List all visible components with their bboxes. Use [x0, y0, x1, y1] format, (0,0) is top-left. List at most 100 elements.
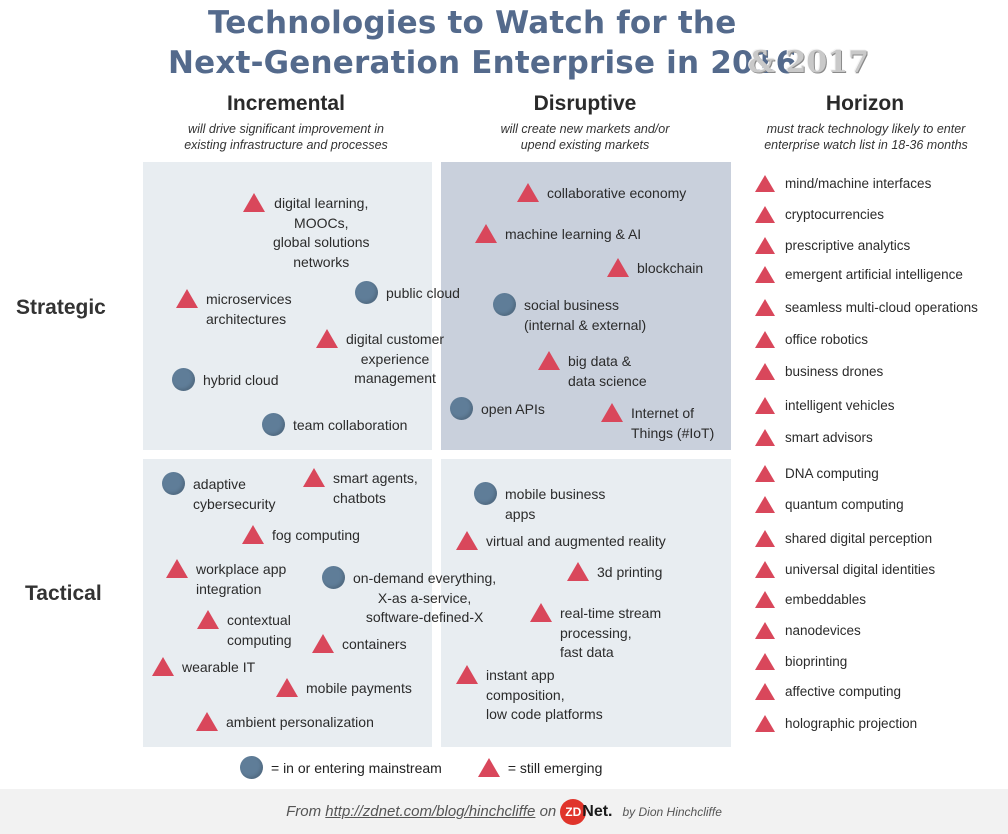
horizon-item: mind/machine interfaces: [755, 175, 931, 192]
page-title-line-1: Technologies to Watch for the: [208, 5, 737, 41]
tech-label: big data & data science: [568, 352, 647, 391]
tech-label-line: virtual and augmented reality: [486, 533, 666, 549]
tech-label: 3d printing: [597, 563, 662, 583]
emerging-triangle-icon: [316, 329, 338, 348]
emerging-triangle-icon: [196, 712, 218, 731]
tech-label-line: ambient personalization: [226, 714, 374, 730]
tech-label: public cloud: [386, 284, 460, 304]
footer-on: on: [539, 803, 557, 820]
source-link[interactable]: http://zdnet.com/blog/hinchcliffe: [325, 803, 536, 820]
emerging-triangle-icon: [755, 683, 775, 700]
emerging-triangle-icon: [755, 397, 775, 414]
emerging-triangle-icon: [242, 525, 264, 544]
tech-label-line: blockchain: [637, 260, 704, 276]
horizon-item: business drones: [755, 363, 883, 380]
tech-label: smart agents, chatbots: [333, 469, 418, 508]
tech-label-line: wearable IT: [182, 659, 256, 675]
tech-label-line: digital customer: [346, 331, 445, 347]
tech-label-line: global solutions: [273, 234, 370, 250]
tech-item: mobile payments: [276, 678, 412, 699]
mainstream-circle-icon: [474, 482, 497, 505]
column-subtitle-line: will create new markets and/or: [500, 122, 670, 136]
tech-label: machine learning & AI: [505, 225, 641, 245]
tech-item: machine learning & AI: [475, 224, 641, 245]
mainstream-circle-icon: [355, 281, 378, 304]
horizon-item: holographic projection: [755, 715, 917, 732]
panel-tactical-disruptive: [441, 459, 731, 747]
tech-label-line: experience: [360, 350, 430, 367]
tech-label: mobile payments: [306, 679, 412, 699]
horizon-label: embeddables: [785, 592, 867, 607]
horizon-label: nanodevices: [785, 623, 861, 638]
title-suffix: & 2017: [748, 45, 870, 80]
emerging-triangle-icon: [276, 678, 298, 697]
tech-item: blockchain: [607, 258, 704, 279]
footer: From http://zdnet.com/blog/hinchcliffe o…: [0, 789, 1008, 834]
horizon-label: mind/machine interfaces: [785, 176, 932, 191]
tech-item: digital learning, MOOCs, global solution…: [243, 193, 370, 272]
emerging-triangle-icon: [197, 610, 219, 629]
tech-label-line: (internal & external): [524, 316, 647, 333]
tech-label-line: instant app: [486, 667, 555, 683]
column-title-disruptive: Disruptive: [533, 92, 637, 115]
tech-label: microservices architectures: [206, 290, 292, 329]
horizon-item: affective computing: [755, 683, 901, 700]
column-title-incremental: Incremental: [227, 92, 345, 115]
tech-label-line: networks: [293, 253, 350, 270]
tech-label: wearable IT: [182, 658, 255, 678]
tech-item: social business (internal & external): [493, 293, 646, 335]
emerging-triangle-icon: [176, 289, 198, 308]
tech-label: collaborative economy: [547, 184, 686, 204]
tech-label-line: open APIs: [481, 401, 545, 417]
footer-from: From: [286, 803, 322, 820]
emerging-triangle-icon: [755, 237, 775, 254]
tech-label: contextual computing: [227, 611, 292, 650]
horizon-label: DNA computing: [785, 466, 879, 481]
horizon-item: shared digital perception: [755, 530, 932, 547]
tech-label: social business (internal & external): [524, 296, 646, 335]
tech-label-line: digital learning,: [274, 195, 369, 211]
zdnet-logo: ZDNet.: [560, 798, 613, 825]
emerging-triangle-icon: [755, 429, 775, 446]
column-subtitle-horizon: must track technology likely to enter en…: [730, 121, 1002, 153]
tech-label-line: smart agents,: [333, 470, 418, 486]
tech-label-line: big data &: [568, 353, 632, 369]
emerging-triangle-icon: [755, 266, 775, 283]
mainstream-circle-icon: [172, 368, 195, 391]
horizon-item: emergent artificial intelligence: [755, 266, 963, 283]
tech-label-line: real-time stream: [560, 605, 662, 621]
tech-label: fog computing: [272, 526, 360, 546]
tech-item: wearable IT: [152, 657, 255, 678]
tech-label-line: microservices: [206, 291, 292, 307]
tech-item: ambient personalization: [196, 712, 374, 733]
emerging-triangle-icon: [456, 531, 478, 550]
horizon-item: office robotics: [755, 331, 868, 348]
emerging-triangle-icon: [475, 224, 497, 243]
tech-label-line: data science: [568, 372, 647, 389]
zdnet-logo-mark: ZD: [560, 798, 587, 825]
tech-item: open APIs: [450, 397, 545, 420]
horizon-item: smart advisors: [755, 429, 873, 446]
horizon-item: quantum computing: [755, 496, 904, 513]
tech-label-line: containers: [342, 636, 407, 652]
emerging-triangle-icon: [755, 363, 775, 380]
row-title-tactical: Tactical: [25, 582, 102, 605]
emerging-triangle-icon: [755, 561, 775, 578]
mainstream-circle-icon: [493, 293, 516, 316]
emerging-triangle-icon: [607, 258, 629, 277]
tech-label-line: low code platforms: [486, 706, 603, 722]
tech-item: collaborative economy: [517, 183, 686, 204]
emerging-triangle-icon: [755, 622, 775, 639]
tech-item: on-demand everything, X-as a-service, so…: [322, 566, 496, 628]
emerging-triangle-icon: [517, 183, 539, 202]
horizon-label: shared digital perception: [785, 531, 933, 546]
tech-label-line: public cloud: [386, 285, 460, 301]
tech-label-line: mobile payments: [306, 680, 412, 696]
tech-label-line: fog computing: [272, 527, 360, 543]
horizon-label: bioprinting: [785, 654, 848, 669]
tech-item: team collaboration: [262, 413, 407, 436]
tech-label-line: Internet of: [631, 405, 695, 421]
emerging-triangle-icon: [530, 603, 552, 622]
emerging-triangle-icon: [567, 562, 589, 581]
horizon-label: prescriptive analytics: [785, 238, 911, 253]
